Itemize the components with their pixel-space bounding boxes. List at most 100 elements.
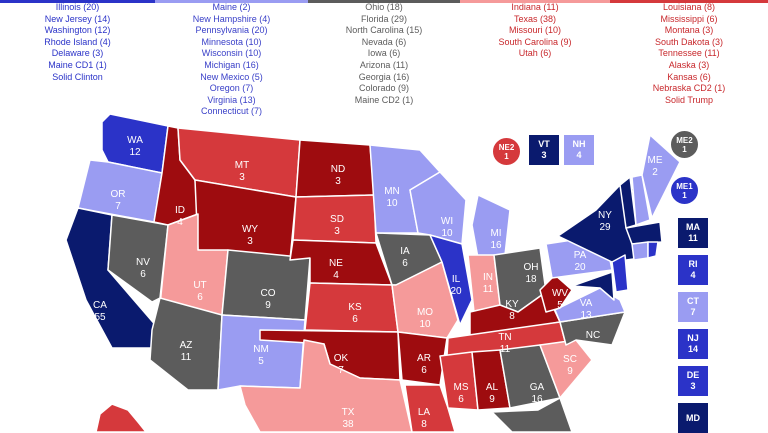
small-state-box-de[interactable]: DE 3 — [678, 366, 708, 396]
state-ev-sd: 3 — [334, 226, 340, 237]
small-state-ev: 4 — [690, 270, 696, 280]
state-ev-wv: 5 — [557, 300, 563, 311]
state-FL[interactable] — [491, 397, 573, 432]
legend-entry: Solid Clinton — [52, 71, 103, 82]
legend-entry: Solid Trump — [664, 94, 714, 105]
legend-column-tossup: Ohio (18) Florida (29) North Carolina (15)… — [308, 2, 460, 106]
legend-rule-likely-dem — [0, 0, 155, 3]
state-ME[interactable] — [641, 134, 681, 219]
state-label-pa: PA — [574, 250, 587, 261]
district-marker-me2[interactable]: ME2 1 — [670, 130, 699, 159]
state-ev-ny: 29 — [599, 222, 611, 233]
state-ev-nm: 5 — [258, 356, 264, 367]
legend-column-likely-dem: Illinois (20) New Jersey (14) Washington (… — [0, 2, 155, 83]
state-IL[interactable] — [429, 234, 473, 326]
state-label-sc: SC — [563, 354, 577, 365]
small-state-ev: 4 — [576, 150, 582, 160]
state-NJ[interactable] — [611, 254, 629, 293]
legend-column-lean-rep: Indiana (11) Texas (38) Missouri (10) South… — [460, 2, 610, 60]
legend-entry: Minnesota (10) — [201, 36, 262, 47]
small-state-box-ri[interactable]: RI 4 — [678, 255, 708, 285]
state-VA[interactable] — [554, 287, 626, 323]
district-marker-me1[interactable]: ME1 1 — [670, 176, 699, 205]
legend-entry: Texas (38) — [513, 13, 557, 24]
state-label-nc: NC — [586, 330, 600, 341]
district-ev: 1 — [682, 144, 687, 154]
state-ev-ks: 6 — [352, 314, 358, 325]
small-state-abbr: RI — [688, 259, 698, 269]
state-MD[interactable] — [571, 271, 615, 301]
state-label-co: CO — [261, 288, 276, 299]
state-label-ne: NE — [329, 258, 343, 269]
small-state-box-ma[interactable]: MA 11 — [678, 218, 708, 248]
state-label-la: LA — [418, 407, 431, 418]
small-state-box-ct[interactable]: CT 7 — [678, 292, 708, 322]
small-state-box-vt[interactable]: VT 3 — [529, 135, 559, 165]
small-state-box-md[interactable]: MD — [678, 403, 708, 433]
legend-entry: Washington (12) — [44, 25, 111, 36]
small-state-ev: 14 — [687, 344, 698, 354]
legend-entry: New Hampshire (4) — [192, 13, 271, 24]
state-label-mi: MI — [490, 228, 501, 239]
legend-entry: Utah (6) — [518, 48, 552, 59]
state-label-wi: WI — [441, 216, 453, 227]
state-ev-sc: 9 — [567, 366, 573, 377]
legend-entry: Maine (2) — [212, 2, 251, 12]
state-CT[interactable] — [631, 241, 649, 261]
legend-entry: Georgia (16) — [358, 71, 410, 82]
small-state-box-nh[interactable]: NH 4 — [564, 135, 594, 165]
legend-entry: Indiana (11) — [511, 2, 559, 12]
state-label-wa: WA — [127, 135, 143, 146]
state-label-ia: IA — [400, 246, 410, 257]
state-label-mt: MT — [235, 160, 249, 171]
legend-entry: Florida (29) — [360, 13, 407, 24]
small-state-ev: 3 — [690, 381, 696, 391]
state-ev-ms: 6 — [458, 394, 464, 405]
legend-entry: Wisconsin (10) — [201, 48, 262, 59]
state-label-mo: MO — [417, 307, 433, 318]
legend-rule-lean-rep — [460, 0, 610, 3]
district-ev: 1 — [682, 190, 687, 200]
state-ev-ne: 4 — [333, 270, 339, 281]
state-ev-or: 7 — [115, 201, 121, 212]
state-ev-in: 11 — [483, 284, 494, 295]
small-state-abbr: VT — [538, 139, 550, 149]
state-TX[interactable] — [239, 339, 413, 432]
state-label-mn: MN — [384, 186, 400, 197]
legend-column-lean-dem: Maine (2) New Hampshire (4) Pennsylvania (… — [155, 2, 308, 118]
legend-entry: Colorado (9) — [358, 83, 410, 94]
legend-entry: North Carolina (15) — [345, 25, 423, 36]
state-ev-oh: 18 — [525, 274, 537, 285]
state-label-sd: SD — [330, 214, 344, 225]
legend-entry: South Dakota (3) — [654, 36, 724, 47]
state-label-ut: UT — [193, 280, 206, 291]
state-ev-me: 2 — [652, 167, 658, 178]
state-SC[interactable] — [539, 339, 593, 399]
legend-entry: Oregon (7) — [209, 83, 254, 94]
state-ev-nc: 15 — [587, 342, 599, 353]
state-ev-ut: 6 — [197, 292, 203, 303]
legend-entry: Alaska (3) — [668, 59, 710, 70]
district-marker-ne2[interactable]: NE2 1 — [492, 137, 521, 166]
legend-entry: Mississippi (6) — [660, 13, 718, 24]
small-state-abbr: NH — [572, 139, 586, 149]
small-state-ev: 11 — [688, 233, 698, 243]
state-ev-ia: 6 — [402, 258, 408, 269]
state-LA[interactable] — [404, 384, 456, 432]
state-label-in: IN — [483, 272, 493, 283]
legend-entry: Missouri (10) — [508, 25, 561, 36]
state-label-az: AZ — [180, 340, 193, 351]
state-ev-il: 20 — [450, 286, 462, 297]
small-state-ev: 7 — [690, 307, 696, 317]
small-state-box-nj[interactable]: NJ 14 — [678, 329, 708, 359]
district-abbr: NE2 — [498, 142, 515, 152]
state-RI[interactable] — [647, 241, 659, 259]
state-ev-ar: 6 — [421, 365, 427, 376]
state-NH[interactable] — [631, 174, 651, 226]
state-MA[interactable] — [625, 221, 663, 245]
legend-entry: Kansas (6) — [667, 71, 711, 82]
legend-entry: Maine CD1 (1) — [48, 59, 107, 70]
legend-entry: Louisiana (8) — [662, 2, 716, 12]
small-state-abbr: NJ — [687, 333, 699, 343]
state-AK[interactable] — [95, 403, 147, 432]
